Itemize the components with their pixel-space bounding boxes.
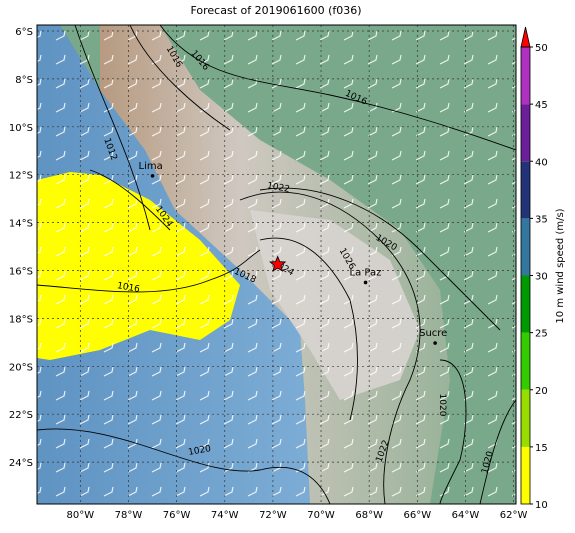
colorbar-extend <box>520 26 531 48</box>
colorbar-segment <box>521 104 530 162</box>
colorbar-tick-label: 15 <box>535 443 548 454</box>
isobar <box>439 359 467 504</box>
lat-label: 10°S <box>9 123 33 134</box>
tick-labels: 80°W 78°W 76°W 74°W 72°W 70°W 68°W 66°W 64°W 62°W… <box>9 27 528 521</box>
isobar <box>37 249 261 293</box>
city-dot <box>150 174 155 178</box>
colorbar-segment <box>521 389 530 447</box>
colorbar-tick-label: 40 <box>535 157 548 168</box>
lat-label: 12°S <box>9 171 33 182</box>
lat-label: 6°S <box>15 27 33 38</box>
lat-label: 24°S <box>9 458 33 469</box>
colorbar-tick-label: 10 <box>535 500 548 511</box>
contour-label: 1022 <box>266 181 290 195</box>
isobar <box>259 237 358 421</box>
lon-label: 70°W <box>307 510 335 521</box>
colorbar-segment <box>521 332 530 390</box>
lon-label: 72°W <box>259 510 287 521</box>
isobar <box>479 399 516 504</box>
colorbar-tick-label: 20 <box>535 386 548 397</box>
isobar <box>239 191 421 504</box>
cities: Lima La Paz Sucre <box>139 161 447 345</box>
colorbar-segment <box>521 218 530 276</box>
lat-label: 8°S <box>15 75 33 86</box>
city-label: Lima <box>139 161 163 172</box>
map-frame <box>36 24 517 505</box>
lat-label: 20°S <box>9 362 33 373</box>
lat-label: 22°S <box>9 410 33 421</box>
colorbar-tick-label: 30 <box>535 272 548 283</box>
isobar <box>89 169 171 231</box>
colorbar-segment <box>521 446 530 504</box>
isobar <box>74 25 151 231</box>
lon-label: 64°W <box>452 510 480 521</box>
contour-label: 1016 <box>116 281 141 295</box>
colorbar-tick-label: 25 <box>535 329 548 340</box>
isobar <box>159 25 516 151</box>
lon-label: 74°W <box>211 510 239 521</box>
colorbar-tick-label: 35 <box>535 214 548 225</box>
isobar <box>259 187 501 331</box>
lon-label: 62°W <box>500 510 528 521</box>
city-dot <box>363 280 368 285</box>
city-dot <box>433 341 437 345</box>
lon-label: 76°W <box>163 510 191 521</box>
lon-label: 80°W <box>67 510 95 521</box>
lon-label: 66°W <box>403 510 431 521</box>
lat-label: 16°S <box>9 266 33 277</box>
forecast-point-star <box>269 255 287 272</box>
colorbar-tick-label: 50 <box>535 43 548 54</box>
lon-label: 68°W <box>355 510 383 521</box>
contour-label: 1020 <box>188 444 213 458</box>
city-label: Sucre <box>419 328 447 339</box>
title: Forecast of 2019061600 (f036) <box>190 4 361 17</box>
colorbar-segment <box>521 47 530 105</box>
lat-label: 14°S <box>9 219 33 230</box>
colorbar-tick-label: 45 <box>535 100 548 111</box>
colorbar-segment <box>521 161 530 219</box>
contour-label: 1020 <box>437 394 447 417</box>
colorbar-label: 10 m wind speed (m/s) <box>555 208 566 323</box>
lon-label: 78°W <box>115 510 143 521</box>
colorbar-segment <box>521 275 530 333</box>
city-label: La Paz <box>350 267 382 278</box>
lat-label: 18°S <box>9 314 33 325</box>
colorbar: 10 15 20 25 30 35 40 45 50 <box>520 26 548 511</box>
isobar <box>37 428 331 504</box>
